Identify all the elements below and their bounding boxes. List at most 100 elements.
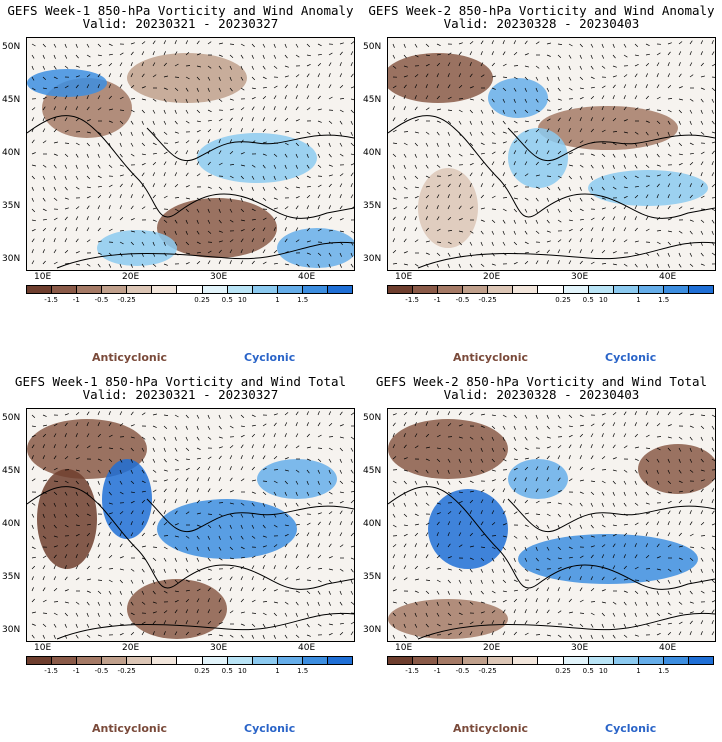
colorbar bbox=[26, 285, 353, 294]
colorbar-swatch bbox=[413, 286, 439, 293]
latitude-label: 50N bbox=[363, 413, 382, 423]
latitude-label: 45N bbox=[2, 95, 21, 105]
panel-week2-anomaly: GEFS Week-2 850-hPa Vorticity and Wind A… bbox=[361, 0, 722, 371]
colorbar-label: -0.25 bbox=[478, 667, 497, 675]
colorbar-swatch bbox=[688, 657, 714, 664]
colorbar-label: -0.5 bbox=[455, 296, 470, 304]
latitude-label: 35N bbox=[363, 201, 382, 211]
colorbar-swatch bbox=[277, 657, 303, 664]
wind-vectors bbox=[31, 40, 354, 268]
colorbar-label: -0.25 bbox=[117, 296, 136, 304]
colorbar-swatch bbox=[463, 657, 489, 664]
panel-week1-total: GEFS Week-1 850-hPa Vorticity and Wind T… bbox=[0, 371, 361, 742]
vorticity-region bbox=[538, 106, 678, 150]
colorbar-swatch bbox=[513, 286, 539, 293]
vorticity-region bbox=[97, 230, 177, 266]
vorticity-region bbox=[37, 469, 97, 569]
colorbar-swatch bbox=[638, 286, 664, 293]
latitude-label: 35N bbox=[2, 201, 21, 211]
coastlines bbox=[388, 115, 715, 269]
colorbar-swatch bbox=[302, 657, 328, 664]
colorbar bbox=[26, 656, 353, 665]
longitude-label: 40E bbox=[298, 272, 316, 282]
panel-title: GEFS Week-2 850-hPa Vorticity and Wind A… bbox=[368, 3, 715, 18]
colorbar-swatch bbox=[177, 657, 203, 664]
vorticity-map bbox=[387, 408, 716, 642]
colorbar-label: 0.25 bbox=[555, 667, 571, 675]
panel-title: GEFS Week-1 850-hPa Vorticity and Wind A… bbox=[7, 3, 354, 18]
colorbar-swatch bbox=[388, 657, 414, 664]
longitude-label: 20E bbox=[122, 643, 140, 653]
latitude-label: 40N bbox=[363, 148, 382, 158]
colorbar-swatch bbox=[563, 657, 589, 664]
colorbar-label: -1 bbox=[433, 667, 441, 675]
latitude-label: 35N bbox=[2, 572, 21, 582]
longitude-label: 20E bbox=[483, 272, 501, 282]
colorbar-label: 0.25 bbox=[194, 296, 210, 304]
colorbar-swatch bbox=[27, 657, 53, 664]
cyclonic-label: Cyclonic bbox=[244, 351, 296, 364]
colorbar-swatch bbox=[202, 657, 228, 664]
colorbar-label: 0.25 bbox=[194, 667, 210, 675]
colorbar-swatch bbox=[127, 286, 153, 293]
colorbar-swatch bbox=[252, 657, 278, 664]
colorbar-swatch bbox=[102, 286, 128, 293]
colorbar-swatch bbox=[227, 286, 253, 293]
latitude-label: 40N bbox=[2, 519, 21, 529]
panel-valid-dates: Valid: 20230328 - 20230403 bbox=[443, 16, 640, 31]
colorbar-swatch bbox=[438, 657, 464, 664]
colorbar-label: 0.5 bbox=[221, 296, 233, 304]
colorbar-label: -0.25 bbox=[478, 296, 497, 304]
longitude-label: 40E bbox=[659, 272, 677, 282]
colorbar-swatch bbox=[102, 657, 128, 664]
latitude-label: 40N bbox=[2, 148, 21, 158]
colorbar-label: -1 bbox=[72, 667, 80, 675]
latitude-label: 45N bbox=[363, 466, 382, 476]
latitude-label: 50N bbox=[2, 413, 21, 423]
colorbar-swatch bbox=[152, 657, 178, 664]
panel-week2-total: GEFS Week-2 850-hPa Vorticity and Wind T… bbox=[361, 371, 722, 742]
colorbar-label: -1 bbox=[433, 296, 441, 304]
colorbar-swatch bbox=[488, 657, 514, 664]
vorticity-region bbox=[428, 489, 508, 569]
longitude-label: 20E bbox=[483, 643, 501, 653]
panel-valid-dates: Valid: 20230328 - 20230403 bbox=[443, 387, 640, 402]
cyclonic-label: Cyclonic bbox=[605, 722, 657, 735]
colorbar-swatch bbox=[438, 286, 464, 293]
panel-week1-anomaly: GEFS Week-1 850-hPa Vorticity and Wind A… bbox=[0, 0, 361, 371]
colorbar-label: -0.5 bbox=[455, 667, 470, 675]
colorbar-label: 0.5 bbox=[221, 667, 233, 675]
vorticity-region bbox=[257, 459, 337, 499]
cyclonic-label: Cyclonic bbox=[244, 722, 296, 735]
colorbar-label: 1 bbox=[275, 296, 280, 304]
latitude-label: 35N bbox=[363, 572, 382, 582]
vorticity-region bbox=[102, 459, 152, 539]
vorticity-region bbox=[157, 499, 297, 559]
colorbar bbox=[387, 656, 714, 665]
longitude-label: 30E bbox=[210, 643, 228, 653]
latitude-label: 40N bbox=[363, 519, 382, 529]
vorticity-region bbox=[588, 170, 708, 206]
vorticity-region bbox=[418, 168, 478, 248]
colorbar-label: 0.5 bbox=[582, 296, 594, 304]
longitude-label: 20E bbox=[122, 272, 140, 282]
colorbar-label: -1.5 bbox=[44, 667, 58, 675]
vorticity-field bbox=[27, 40, 354, 269]
cyclonic-label: Cyclonic bbox=[605, 351, 657, 364]
colorbar-swatch bbox=[413, 657, 439, 664]
colorbar-label: 1.5 bbox=[297, 667, 309, 675]
longitude-label: 30E bbox=[210, 272, 228, 282]
latitude-label: 50N bbox=[363, 42, 382, 52]
vorticity-region bbox=[388, 53, 493, 103]
vorticity-field bbox=[388, 40, 715, 269]
vorticity-region bbox=[518, 534, 698, 584]
vorticity-region bbox=[488, 78, 548, 118]
longitude-label: 10E bbox=[395, 643, 413, 653]
colorbar-label: -1.5 bbox=[405, 296, 419, 304]
latitude-label: 30N bbox=[2, 254, 21, 264]
colorbar-swatch bbox=[513, 657, 539, 664]
panel-title: GEFS Week-2 850-hPa Vorticity and Wind T… bbox=[375, 374, 708, 389]
colorbar-unit: 10 bbox=[237, 667, 247, 675]
colorbar-label: 0.5 bbox=[582, 667, 594, 675]
vorticity-region bbox=[638, 444, 715, 494]
